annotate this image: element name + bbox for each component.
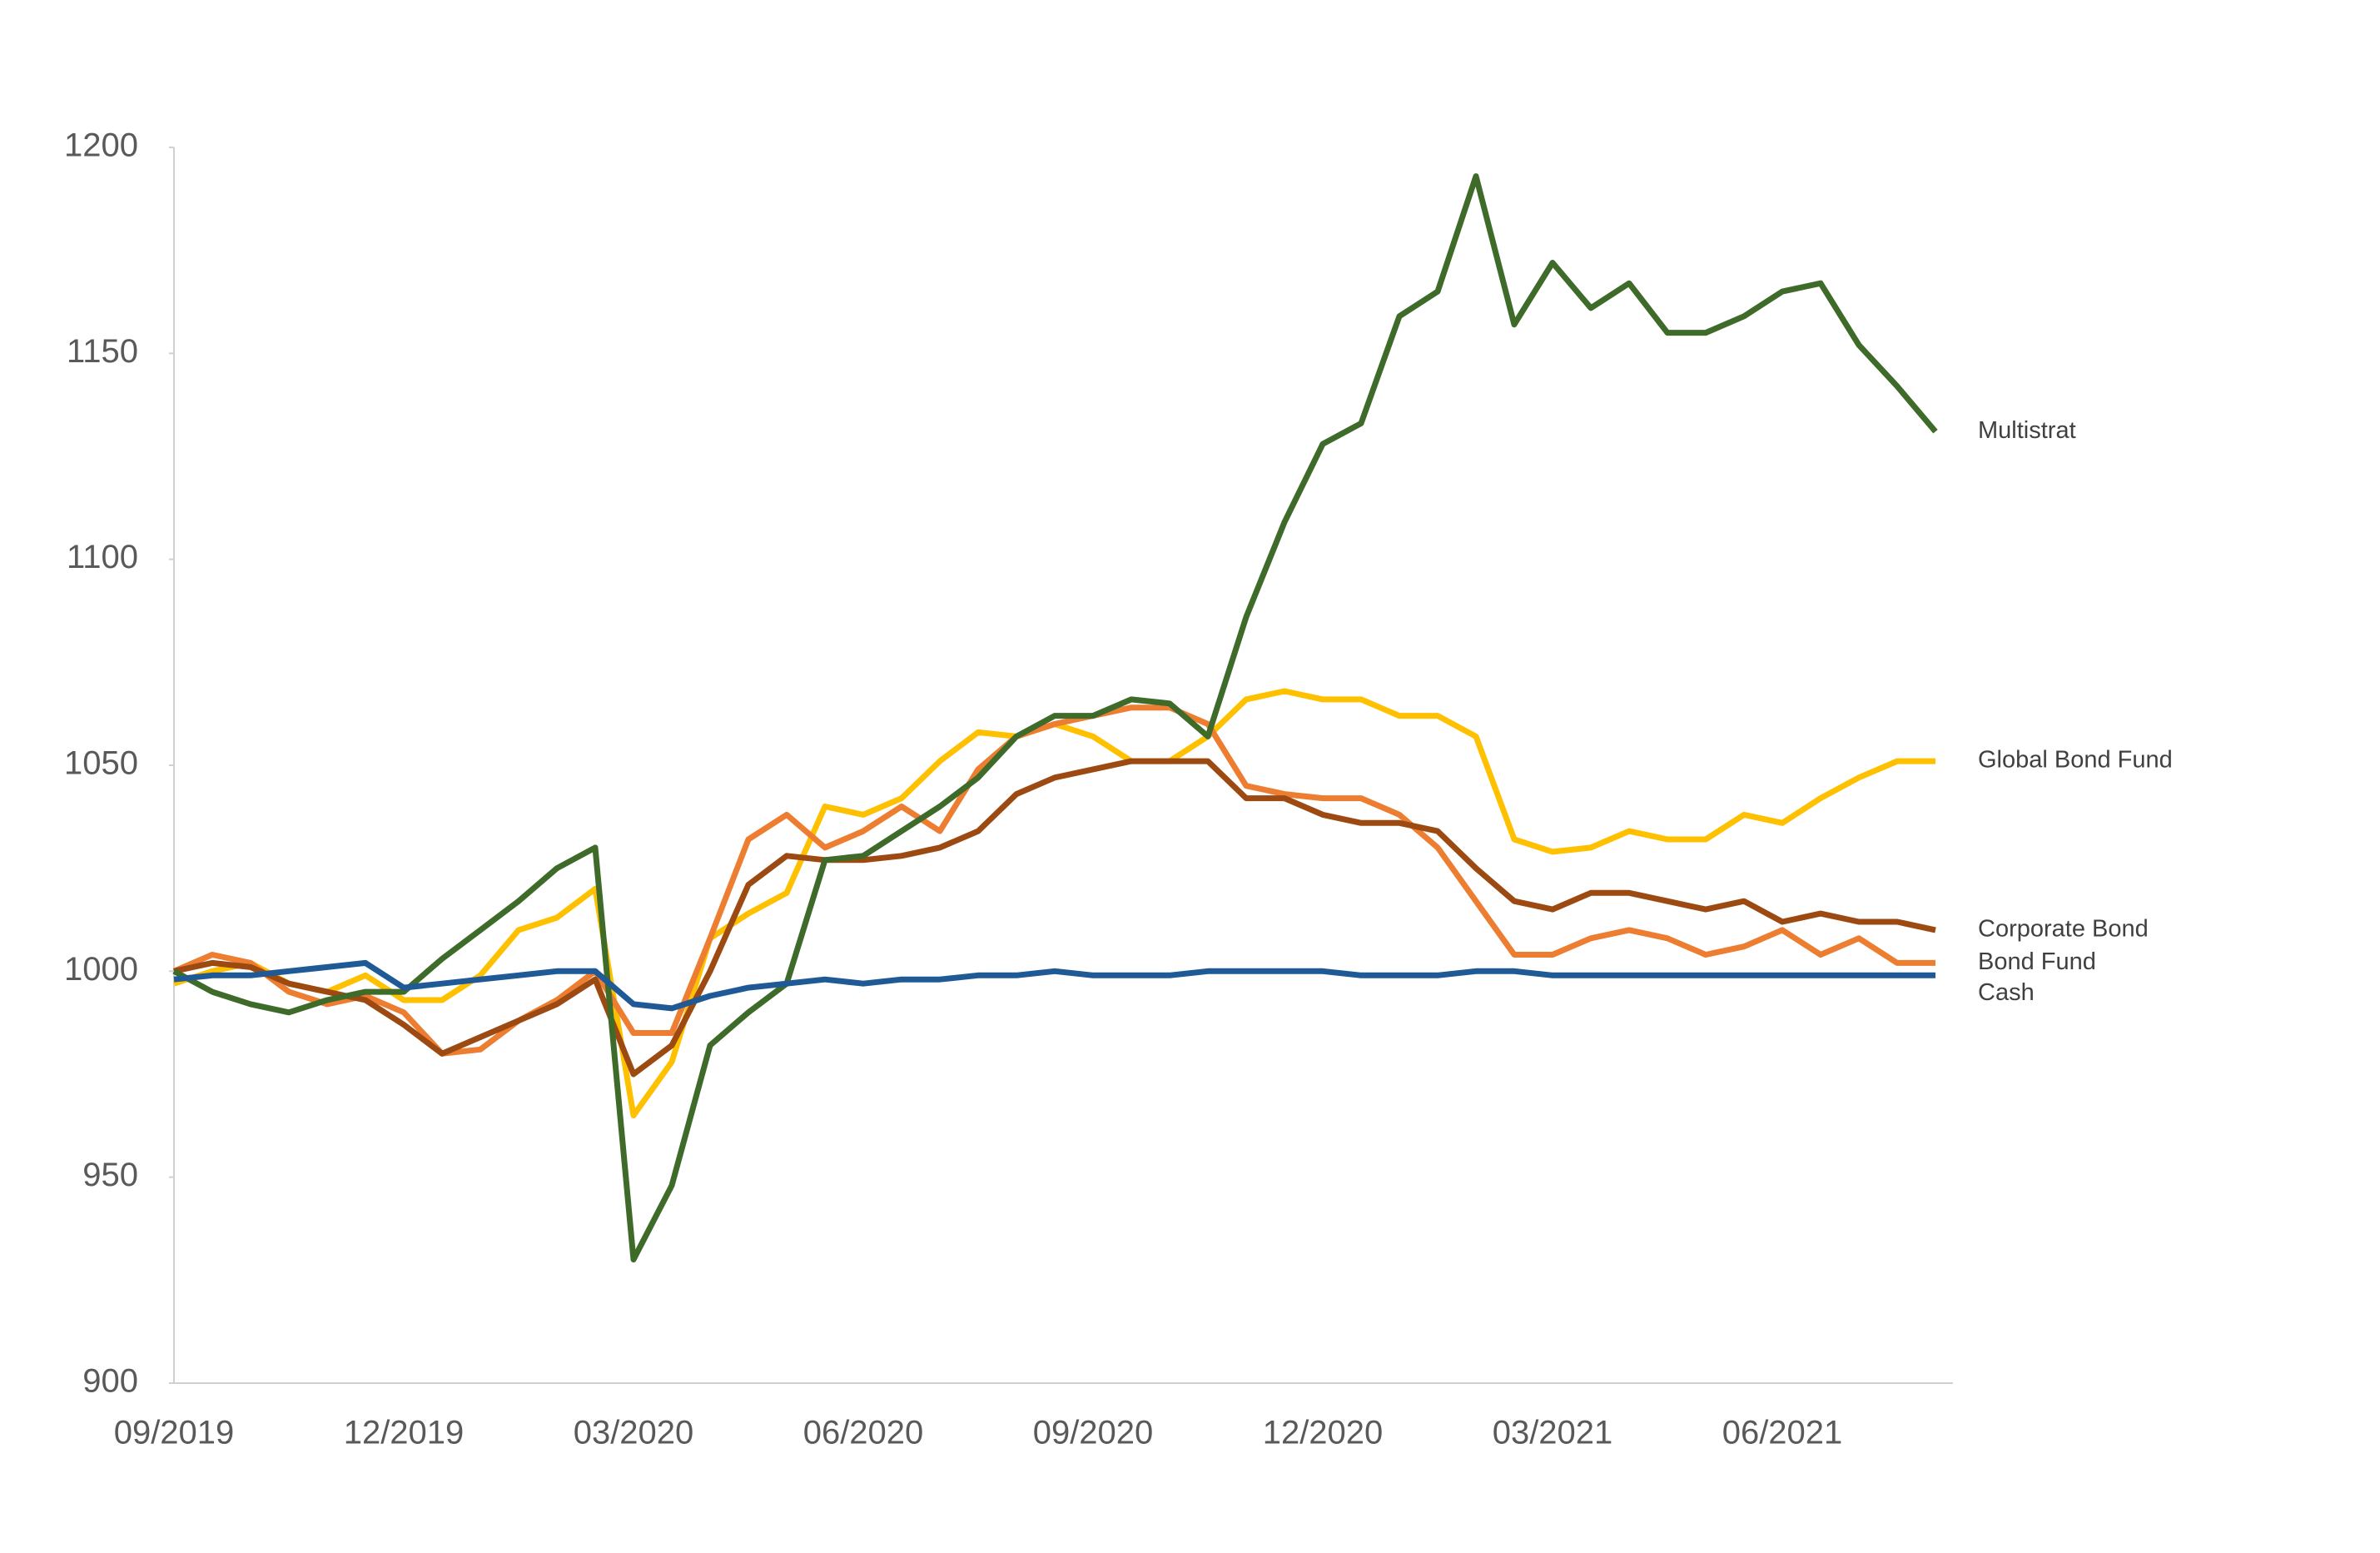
y-tick-label: 1000 [64, 951, 138, 988]
x-tick-label: 12/2020 [1263, 1415, 1384, 1451]
x-tick-label: 03/2021 [1493, 1415, 1613, 1451]
y-tick-label: 950 [82, 1157, 138, 1193]
x-tick-label: 12/2019 [344, 1415, 465, 1451]
series-label: Multistrat [1978, 417, 2076, 444]
x-tick-label: 09/2020 [1033, 1415, 1154, 1451]
y-tick-label: 1050 [64, 745, 138, 782]
y-tick-label: 1100 [67, 539, 138, 575]
series-line [172, 704, 1935, 1057]
y-tick-label: 1150 [67, 333, 138, 370]
series-line [172, 173, 1938, 1263]
x-tick-label: 06/2021 [1722, 1415, 1843, 1451]
y-tick-label: 1200 [64, 127, 138, 164]
x-tick-label: 03/2020 [574, 1415, 694, 1451]
x-tick-label: 06/2020 [803, 1415, 924, 1451]
series-label: Corporate Bond [1978, 916, 2149, 943]
y-tick-label: 900 [82, 1363, 138, 1400]
series-label: Bond Fund [1978, 948, 2096, 975]
series-label: Cash [1978, 979, 2035, 1006]
series-label: Global Bond Fund [1978, 747, 2173, 774]
series-line [173, 758, 1936, 1078]
x-tick-label: 09/2019 [114, 1415, 235, 1451]
series-line [173, 959, 1935, 1012]
